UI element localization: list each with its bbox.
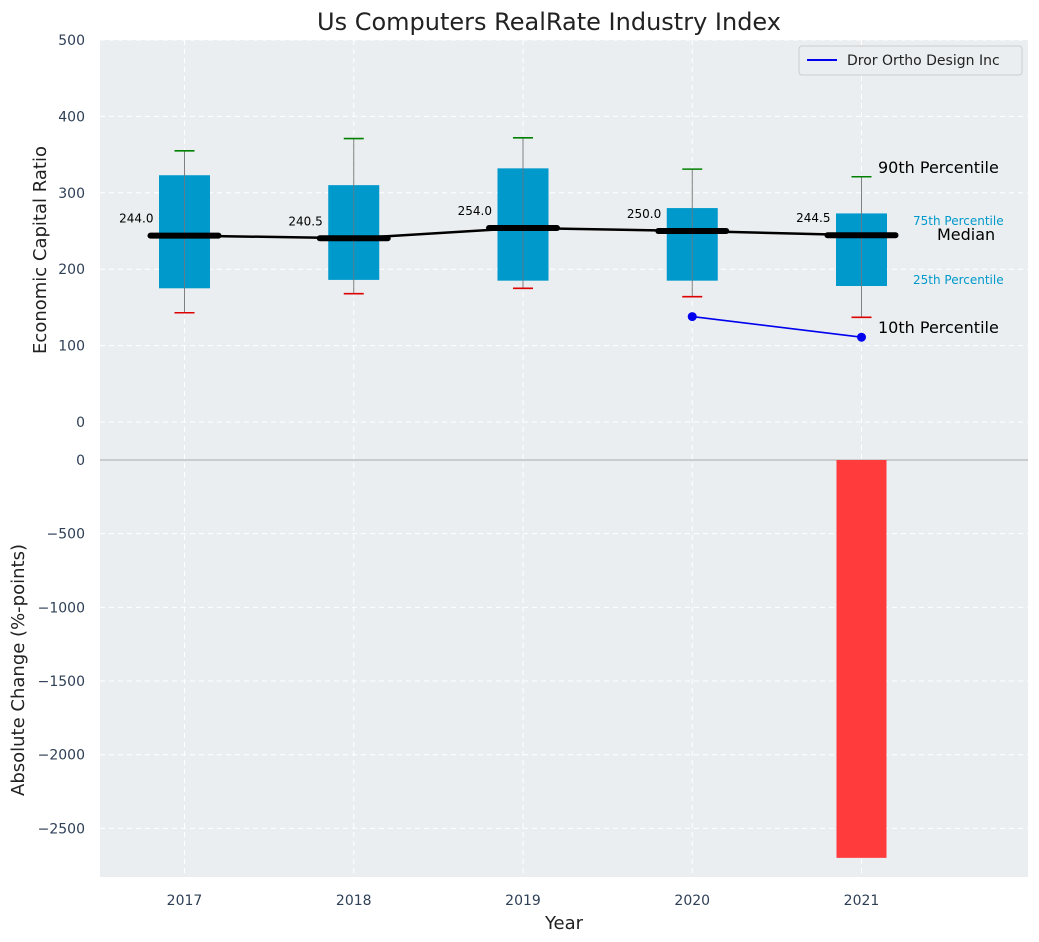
tick-labels: 0 100 200 300 400 500 0 −500 −1000 −1500 −2000 −250…	[38, 33, 880, 909]
top-y-tick-label: 300	[58, 186, 85, 202]
bottom-y-tick-label: −2000	[38, 748, 85, 764]
median-value-label: 240.5	[288, 214, 322, 228]
bottom-plot-area	[100, 445, 1028, 877]
annotation-median: Median	[937, 225, 995, 244]
x-tick-label: 2021	[844, 893, 880, 909]
x-axis-label: Year	[544, 913, 584, 934]
x-tick-label: 2017	[167, 893, 203, 909]
bottom-y-tick-label: −500	[47, 527, 85, 543]
change-bar	[836, 460, 887, 858]
bottom-y-axis-label: Absolute Change (%-points)	[8, 544, 29, 796]
box-plot-layer: 244.0 240.5 254.0 250.0 244.5	[119, 136, 899, 342]
bar-layer	[836, 460, 887, 858]
top-plot-area	[100, 40, 1028, 445]
median-value-label: 250.0	[627, 207, 661, 221]
bottom-y-tick-label: −1000	[38, 600, 85, 616]
annotation-p75: 75th Percentile	[913, 214, 1004, 228]
bottom-y-tick-label: 0	[76, 453, 85, 469]
top-y-tick-label: 500	[58, 33, 85, 49]
chart-title: Us Computers RealRate Industry Index	[317, 8, 781, 36]
legend-label: Dror Ortho Design Inc	[847, 53, 1000, 69]
legend: Dror Ortho Design Inc	[798, 45, 1023, 76]
median-value-label: 254.0	[458, 204, 492, 218]
top-y-tick-label: 0	[76, 415, 85, 431]
annotation-p10: 10th Percentile	[878, 318, 999, 337]
company-series-line	[692, 315, 862, 338]
x-tick-label: 2020	[674, 893, 710, 909]
median-value-label: 244.5	[796, 211, 830, 225]
top-y-axis-label: Economic Capital Ratio	[30, 146, 51, 354]
top-y-tick-label: 200	[58, 262, 85, 278]
x-tick-label: 2019	[505, 893, 541, 909]
legend-box	[798, 45, 1023, 76]
median-value-label: 244.0	[119, 212, 153, 226]
company-series-point	[857, 332, 866, 342]
bottom-y-tick-label: −2500	[38, 821, 85, 837]
top-y-tick-label: 100	[58, 339, 85, 355]
company-series-point	[687, 312, 697, 322]
annotation-p90: 90th Percentile	[878, 158, 999, 177]
top-y-tick-label: 400	[58, 109, 85, 125]
x-tick-label: 2018	[336, 893, 372, 909]
annotation-p25: 25th Percentile	[913, 273, 1004, 287]
bottom-y-tick-label: −1500	[38, 674, 85, 690]
